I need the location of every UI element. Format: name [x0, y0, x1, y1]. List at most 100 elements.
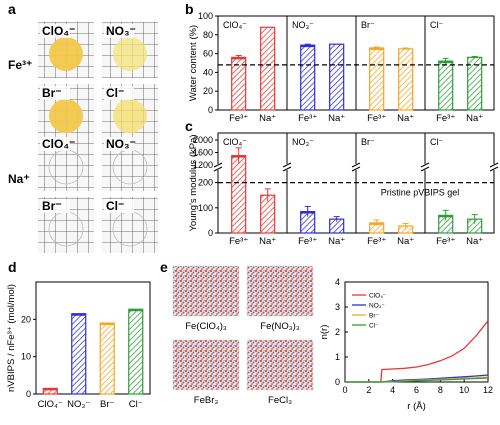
bar [438, 60, 454, 111]
x-tick-label: 2 [366, 385, 371, 395]
axis-break-mark [489, 162, 499, 168]
y-tick-label: 60 [203, 49, 213, 59]
plot-frame [35, 281, 151, 395]
x-category-label: Fe³⁺ [436, 113, 455, 124]
axis-break-gap [214, 164, 222, 170]
x-category-label: Fe³⁺ [298, 236, 317, 247]
x-tick-label: 12 [483, 385, 493, 395]
y-tick-label: 0 [26, 389, 31, 399]
x-category-label: Na⁺ [397, 236, 414, 247]
x-axis-label: r (Å) [407, 401, 425, 412]
y-axis-label: Water content (%) [188, 25, 199, 101]
panel-label-e: e [160, 259, 168, 275]
simulation-box [172, 339, 240, 391]
y-axis-label: nVBIPS / nFe³⁺ (mol/mol) [6, 284, 17, 392]
series-line [345, 377, 489, 383]
y-tick-label: 100 [198, 203, 213, 213]
row-label: Fe³⁺ [8, 58, 32, 72]
photo-label-bg [104, 199, 134, 213]
gel-disk [113, 99, 147, 133]
photo-ion-label: ClO₄⁻ [42, 24, 75, 38]
x-category-label: Fe³⁺ [229, 113, 248, 124]
photo-label-bg [104, 137, 134, 151]
y-tick-label: 0 [208, 228, 213, 238]
y-tick-label: 20 [21, 314, 31, 324]
bar-cap [71, 313, 86, 316]
axis-break-mark [351, 162, 361, 168]
y-tick-label: 3 [335, 302, 340, 312]
legend-label: Br⁻ [369, 313, 380, 320]
group-ion-label: ClO₄⁻ [223, 20, 247, 30]
x-category-label: Na⁺ [397, 113, 414, 124]
y-tick-label: 1200 [193, 160, 213, 170]
axis-break-gap [352, 164, 360, 170]
x-tick-label: 10 [459, 385, 469, 395]
gel-disk [49, 37, 83, 71]
group-ion-label: Cl⁻ [430, 20, 443, 30]
simulation-box [246, 339, 314, 391]
photo-label-bg [40, 86, 70, 100]
bar [398, 48, 414, 111]
panel-c-youngs-modulus-chart: 0 100 200 1200 1600 2000 ClO₄⁻ Fe³⁺ Na⁺ NO₃⁻ Fe³⁺ N… [188, 132, 499, 247]
bar [128, 308, 144, 395]
y-tick-label: 10 [21, 352, 31, 362]
axis-break-gap [421, 164, 429, 170]
photo-label-bg [104, 86, 134, 100]
y-tick-label: 2000 [193, 135, 213, 145]
photo-label-bg [104, 24, 134, 38]
x-tick-label: 6 [414, 385, 419, 395]
gel-disk [113, 37, 147, 71]
bar [260, 26, 276, 111]
x-tick-label: 0 [342, 385, 347, 395]
simulation-label: FeCl₃ [268, 395, 292, 406]
bar [231, 155, 247, 234]
axis-break-mark [489, 166, 499, 172]
group-ion-label: Br⁻ [361, 137, 375, 147]
y-axis-label: Young's modulus (kPa) [188, 134, 199, 231]
x-category-label: Fe³⁺ [229, 236, 248, 247]
bar [71, 313, 87, 395]
bar [99, 322, 115, 395]
panel-label-c: c [185, 118, 193, 134]
simulation-label: Fe(NO₃)₃ [260, 321, 300, 332]
legend-label: NO₃⁻ [369, 303, 385, 310]
x-category-label: Na⁺ [259, 236, 276, 247]
bar [329, 43, 345, 111]
row-label: Na⁺ [8, 172, 30, 186]
axis-break-mark [420, 166, 430, 172]
x-category-label: Na⁺ [328, 113, 345, 124]
y-tick-label: 0 [335, 377, 340, 387]
x-category-label: Fe³⁺ [367, 236, 386, 247]
photo-label-bg [40, 137, 70, 151]
photo-label-bg [40, 24, 70, 38]
x-category-label: Br⁻ [100, 399, 115, 410]
bar-cap [300, 45, 315, 48]
bar [369, 47, 385, 111]
x-category-label: Cl⁻ [129, 399, 143, 410]
group-ion-label: NO₃⁻ [292, 20, 314, 30]
x-tick-label: 8 [438, 385, 443, 395]
bar [300, 44, 316, 111]
group-ion-label: NO₃⁻ [292, 137, 314, 147]
axis-break-mark [213, 162, 223, 168]
simulation-box [246, 265, 314, 317]
bar-cap [43, 388, 58, 391]
axis-break-mark [351, 166, 361, 172]
photo-ion-label: NO₃⁻ [106, 137, 136, 151]
y-tick-label: 2 [335, 327, 340, 337]
x-tick-label: 4 [390, 385, 395, 395]
x-category-label: Na⁺ [328, 236, 345, 247]
gel-disk [49, 99, 83, 133]
photo-ion-label: NO₃⁻ [106, 24, 136, 38]
panel-d-ratio-chart: 0 10 20 ClO₄⁻ NO₃⁻ Br⁻ Cl⁻ nVBIPS / nFe³⁺ (mol/… [6, 281, 151, 410]
simulation-box [172, 265, 240, 317]
axis-break-gap [490, 164, 498, 170]
y-tick-label: 80 [203, 30, 213, 40]
reference-label: Pristine pVBIPS gel [381, 188, 460, 198]
simulation-label: Fe(ClO₄)₃ [185, 321, 227, 332]
panel-b-water-content-chart: 0 20 40 60 80 100 ClO₄⁻ Fe³⁺ Na⁺ NO₃⁻ Fe³⁺ Na⁺ Br⁻ Fe… [188, 11, 495, 124]
x-category-label: Na⁺ [466, 113, 483, 124]
x-category-label: Fe³⁺ [367, 113, 386, 124]
panel-a-photos: Fe³⁺ ClO₄⁻ NO₃⁻ Br⁻ Cl⁻ Na⁺ ClO₄⁻ NO₃⁻ Br⁻ Cl⁻ [8, 22, 158, 253]
